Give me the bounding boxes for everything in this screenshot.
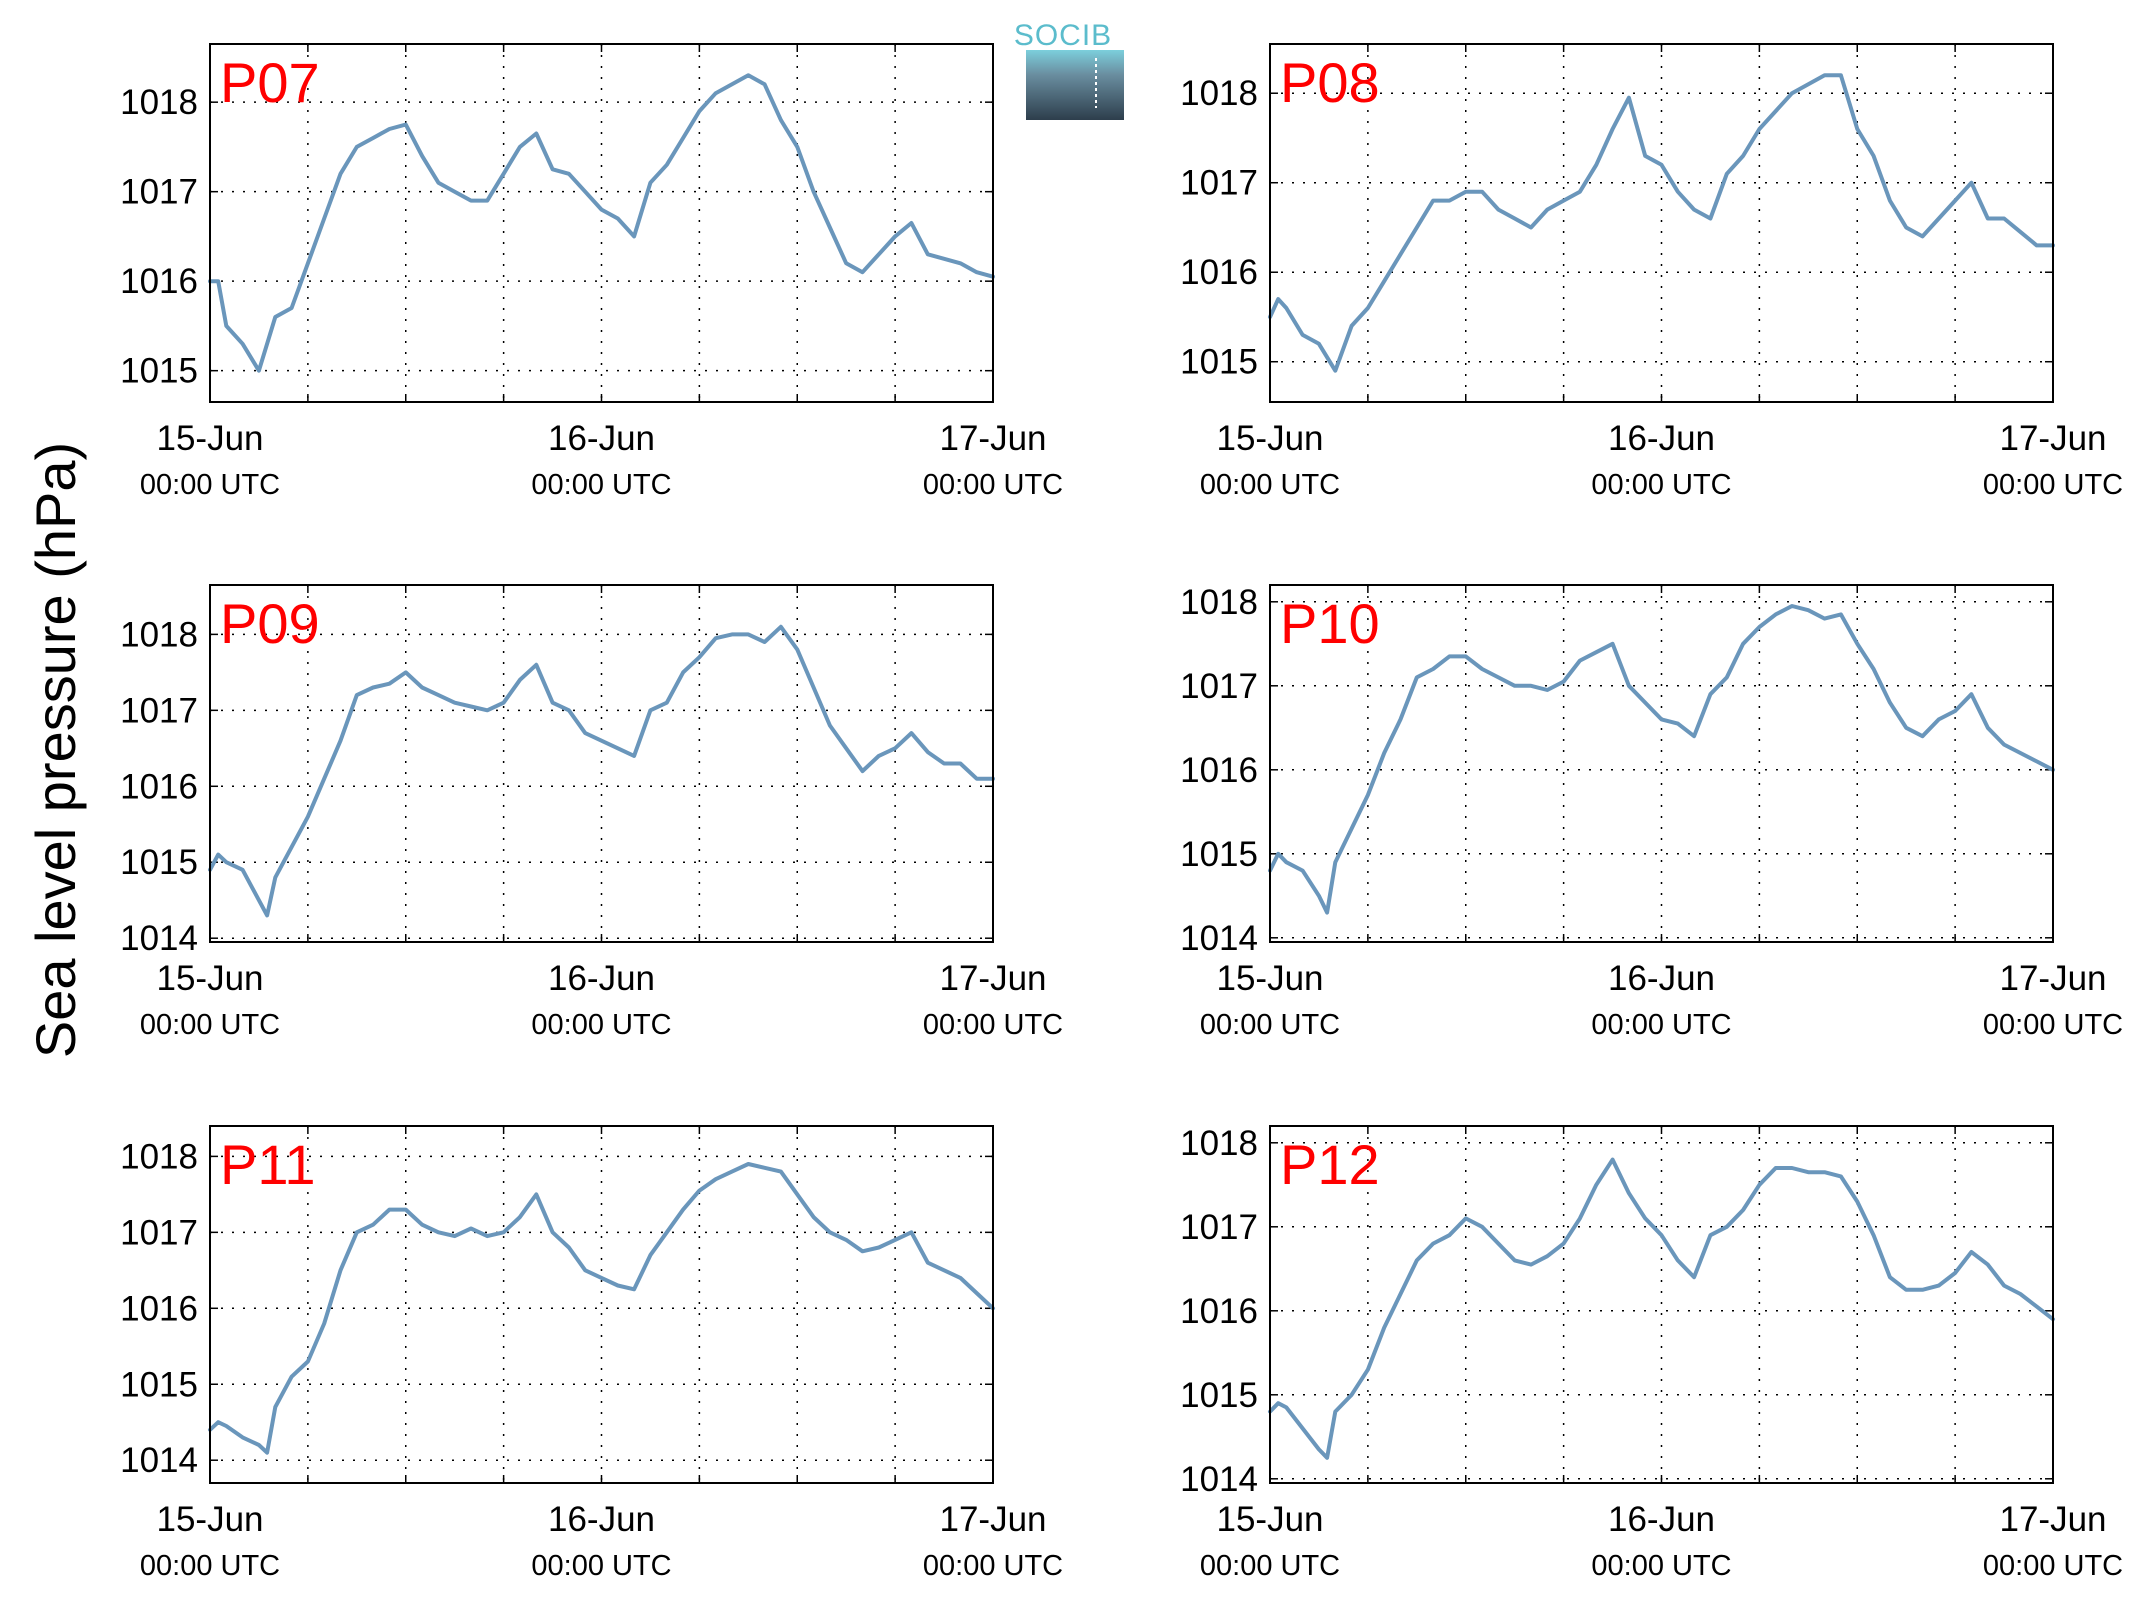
x-tick-date-label: 15-Jun [156, 419, 263, 458]
x-tick-time-label: 00:00 UTC [1983, 469, 2123, 501]
y-tick-label: 1017 [120, 691, 198, 730]
y-tick-label: 1016 [120, 262, 198, 301]
axes-frame [209, 43, 994, 403]
y-tick-label: 1016 [120, 1289, 198, 1328]
axes-frame [1269, 43, 2054, 403]
x-tick-date-label: 17-Jun [939, 419, 1046, 458]
panel-title: P09 [220, 592, 320, 655]
x-tick-date-label: 15-Jun [156, 959, 263, 998]
panel-p10: 1014 1015 1016 1017 1018 15-Jun 00:00 UTC 16-Ju… [1180, 583, 2123, 1041]
x-tick-time-label: 00:00 UTC [1200, 1550, 1340, 1582]
panel-title: P10 [1280, 592, 1380, 655]
x-tick-date-label: 16-Jun [548, 1500, 655, 1539]
axes-frame [209, 584, 994, 943]
y-tick-label: 1015 [120, 352, 198, 391]
x-tick-time-label: 00:00 UTC [923, 1550, 1063, 1582]
socib-logo: SOCIB [1014, 19, 1124, 120]
series-line [1268, 604, 2055, 915]
x-tick-date-label: 16-Jun [1608, 419, 1715, 458]
y-tick-label: 1018 [120, 83, 198, 122]
y-tick-label: 1015 [1180, 343, 1258, 382]
x-tick-date-label: 17-Jun [1999, 419, 2106, 458]
y-tick-label: 1015 [120, 1365, 198, 1404]
panel-p11: 1014 1015 1016 1017 1018 15-Jun 00:00 UTC 16-Ju… [120, 1125, 1063, 1582]
x-tick-date-label: 17-Jun [1999, 1500, 2106, 1539]
panel-p12: 1014 1015 1016 1017 1018 15-Jun 00:00 UTC 16-Ju… [1180, 1124, 2123, 1582]
y-tick-label: 1018 [1180, 74, 1258, 113]
x-tick-date-label: 15-Jun [1216, 1500, 1323, 1539]
panel-title: P07 [220, 51, 320, 114]
x-tick-time-label: 00:00 UTC [140, 1550, 280, 1582]
y-tick-label: 1018 [120, 1137, 198, 1176]
x-tick-time-label: 00:00 UTC [923, 1009, 1063, 1041]
series-line [1268, 1157, 2055, 1460]
y-tick-label: 1015 [1180, 1376, 1258, 1415]
x-tick-time-label: 00:00 UTC [531, 469, 671, 501]
y-tick-label: 1017 [1180, 1208, 1258, 1247]
x-tick-time-label: 00:00 UTC [140, 469, 280, 501]
y-tick-label: 1014 [120, 919, 198, 958]
panel-p09: 1014 1015 1016 1017 1018 15-Jun 00:00 UTC 16-Ju… [120, 584, 1063, 1041]
y-tick-label: 1017 [1180, 667, 1258, 706]
y-tick-label: 1014 [1180, 1460, 1258, 1499]
x-tick-time-label: 00:00 UTC [1591, 1550, 1731, 1582]
panel-title: P08 [1280, 51, 1380, 114]
y-tick-label: 1016 [120, 767, 198, 806]
panel-title: P11 [220, 1133, 315, 1196]
axes-frame [1269, 1125, 2054, 1484]
x-tick-time-label: 00:00 UTC [531, 1550, 671, 1582]
y-tick-label: 1014 [1180, 919, 1258, 958]
x-tick-date-label: 16-Jun [548, 959, 655, 998]
x-tick-date-label: 16-Jun [1608, 959, 1715, 998]
x-tick-date-label: 15-Jun [1216, 959, 1323, 998]
y-tick-label: 1017 [120, 1213, 198, 1252]
x-tick-time-label: 00:00 UTC [1983, 1550, 2123, 1582]
y-tick-label: 1018 [1180, 583, 1258, 622]
x-tick-time-label: 00:00 UTC [1200, 1009, 1340, 1041]
series-line [208, 1162, 995, 1455]
series-line [208, 73, 995, 373]
panel-p07: 1015 1016 1017 1018 15-Jun 00:00 UTC 16-Jun 00:… [120, 43, 1063, 501]
x-tick-time-label: 00:00 UTC [1983, 1009, 2123, 1041]
y-tick-label: 1015 [120, 843, 198, 882]
x-tick-time-label: 00:00 UTC [140, 1009, 280, 1041]
y-tick-label: 1016 [1180, 751, 1258, 790]
x-tick-date-label: 16-Jun [548, 419, 655, 458]
x-tick-time-label: 00:00 UTC [531, 1009, 671, 1041]
y-tick-label: 1014 [120, 1441, 198, 1480]
x-tick-date-label: 15-Jun [156, 1500, 263, 1539]
y-tick-label: 1016 [1180, 253, 1258, 292]
panel-title: P12 [1280, 1133, 1380, 1196]
x-tick-time-label: 00:00 UTC [1591, 469, 1731, 501]
x-tick-date-label: 15-Jun [1216, 419, 1323, 458]
x-tick-time-label: 00:00 UTC [1200, 469, 1340, 501]
y-tick-label: 1016 [1180, 1292, 1258, 1331]
x-tick-time-label: 00:00 UTC [1591, 1009, 1731, 1041]
x-tick-time-label: 00:00 UTC [923, 469, 1063, 501]
y-tick-label: 1017 [1180, 164, 1258, 203]
x-tick-date-label: 16-Jun [1608, 1500, 1715, 1539]
y-axis-label: Sea level pressure (hPa) [24, 442, 87, 1058]
panel-p08: 1015 1016 1017 1018 15-Jun 00:00 UTC 16-Jun 00:… [1180, 43, 2123, 501]
logo-text: SOCIB [1014, 19, 1112, 52]
x-tick-date-label: 17-Jun [1999, 959, 2106, 998]
series-line [208, 624, 995, 918]
x-tick-date-label: 17-Jun [939, 1500, 1046, 1539]
y-tick-label: 1018 [120, 615, 198, 654]
series-line [1268, 73, 2055, 373]
y-tick-label: 1017 [120, 173, 198, 212]
y-tick-label: 1015 [1180, 835, 1258, 874]
axes-frame [1269, 584, 2054, 943]
axes-frame [209, 1125, 994, 1484]
y-tick-label: 1018 [1180, 1124, 1258, 1163]
x-tick-date-label: 17-Jun [939, 959, 1046, 998]
